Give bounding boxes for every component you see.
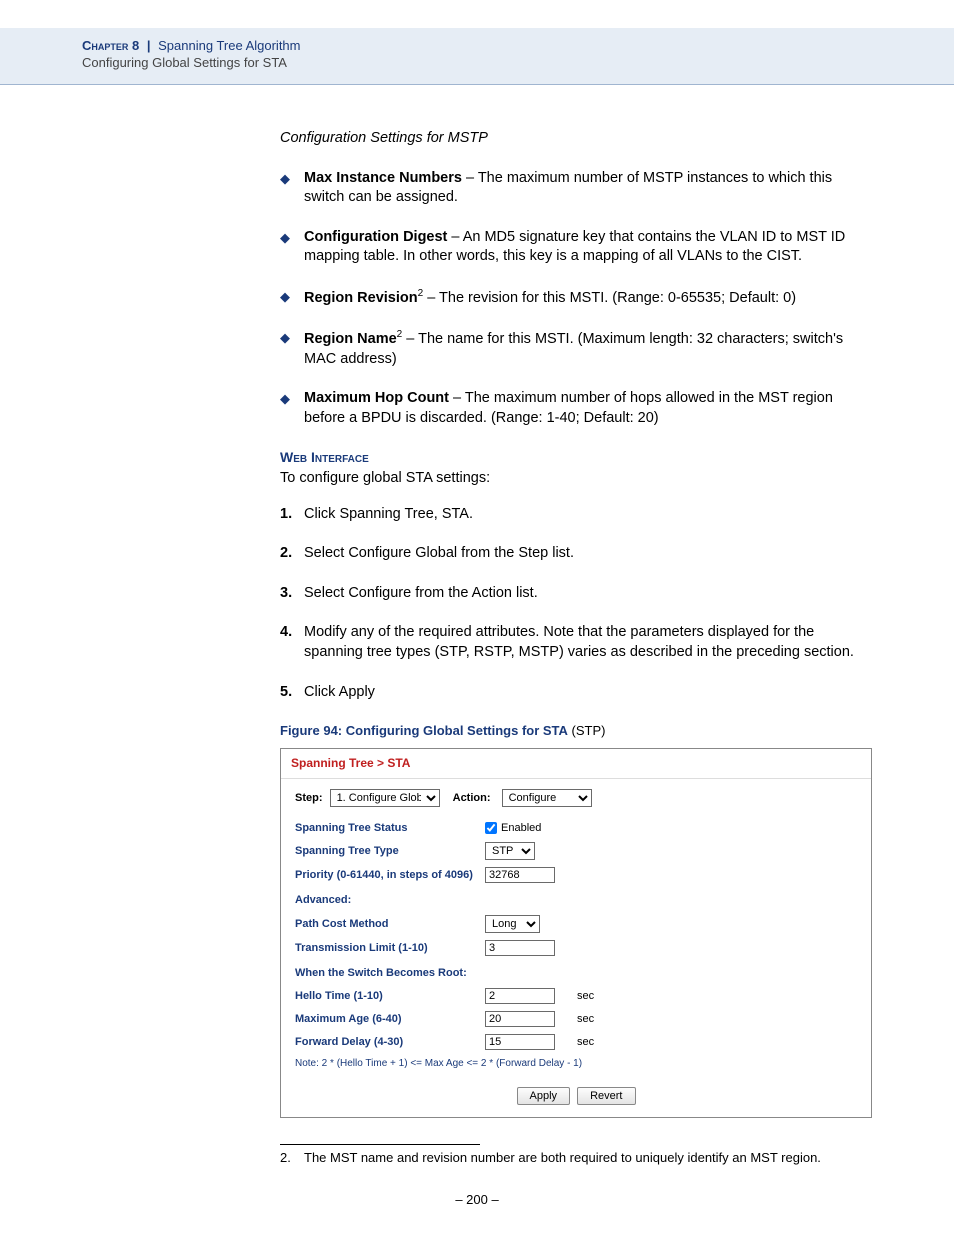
step-item: Click Spanning Tree, STA. xyxy=(280,505,872,525)
bullet-item: Region Name2 – The name for this MSTI. (… xyxy=(280,328,872,369)
apply-button[interactable]: Apply xyxy=(517,1087,571,1105)
status-row: Spanning Tree Status Enabled xyxy=(295,821,857,836)
type-row: Spanning Tree Type STP xyxy=(295,842,857,860)
chapter-label: Chapter 8 xyxy=(82,38,139,53)
figure-label: Figure 94: Configuring Global Settings f… xyxy=(280,723,568,738)
maxage-row: Maximum Age (6-40) sec xyxy=(295,1011,857,1027)
bullet-term: Maximum Hop Count xyxy=(304,390,449,406)
bullet-term: Region Revision xyxy=(304,290,418,306)
tl-input[interactable] xyxy=(485,940,555,956)
step-item: Modify any of the required attributes. N… xyxy=(280,623,872,662)
tl-row: Transmission Limit (1-10) xyxy=(295,940,857,956)
bullet-item: Configuration Digest – An MD5 signature … xyxy=(280,228,872,267)
button-row: Apply Revert xyxy=(295,1087,857,1105)
fwd-label: Forward Delay (4-30) xyxy=(295,1035,485,1050)
status-value: Enabled xyxy=(501,821,541,836)
type-select[interactable]: STP xyxy=(485,842,535,860)
fwd-input[interactable] xyxy=(485,1034,555,1050)
advanced-heading: Advanced: xyxy=(295,893,857,908)
bullet-list: Max Instance Numbers – The maximum numbe… xyxy=(280,169,872,429)
maxage-unit: sec xyxy=(577,1012,594,1027)
pcm-label: Path Cost Method xyxy=(295,917,485,932)
action-label: Action: xyxy=(453,792,491,804)
bullet-item: Maximum Hop Count – The maximum number o… xyxy=(280,389,872,428)
footnote: 2. The MST name and revision number are … xyxy=(280,1149,872,1167)
breadcrumb: Spanning Tree > STA xyxy=(291,756,410,770)
page-content: Configuration Settings for MSTP Max Inst… xyxy=(280,129,872,1166)
page-header: Chapter 8 | Spanning Tree Algorithm Conf… xyxy=(0,28,954,85)
figure-caption: Figure 94: Configuring Global Settings f… xyxy=(280,722,872,740)
priority-row: Priority (0-61440, in steps of 4096) xyxy=(295,867,857,883)
bullet-item: Region Revision2 – The revision for this… xyxy=(280,287,872,308)
footnote-separator xyxy=(280,1144,480,1145)
footnote-number: 2. xyxy=(280,1149,294,1167)
step-item: Click Apply xyxy=(280,683,872,703)
bullet-term: Max Instance Numbers xyxy=(304,170,462,186)
steps-list: Click Spanning Tree, STA. Select Configu… xyxy=(280,505,872,702)
bullet-term: Region Name xyxy=(304,331,397,347)
config-panel: Spanning Tree > STA Step: 1. Configure G… xyxy=(280,748,872,1118)
chapter-subtitle: Configuring Global Settings for STA xyxy=(82,55,954,70)
status-checkbox[interactable] xyxy=(485,822,497,834)
pcm-row: Path Cost Method Long xyxy=(295,915,857,933)
hello-unit: sec xyxy=(577,989,594,1004)
section-title: Configuration Settings for MSTP xyxy=(280,129,872,149)
web-interface-heading: Web Interface xyxy=(280,448,872,467)
status-label: Spanning Tree Status xyxy=(295,821,485,836)
step-action-row: Step: 1. Configure Global Action: Config… xyxy=(295,789,857,807)
revert-button[interactable]: Revert xyxy=(577,1087,635,1105)
step-item: Select Configure from the Action list. xyxy=(280,584,872,604)
page-number: – 200 – xyxy=(0,1192,954,1207)
intro-text: To configure global STA settings: xyxy=(280,469,872,489)
footnote-text: The MST name and revision number are bot… xyxy=(304,1149,821,1167)
priority-input[interactable] xyxy=(485,867,555,883)
bullet-term: Configuration Digest xyxy=(304,229,447,245)
figure-suffix: (STP) xyxy=(568,723,606,738)
panel-note: Note: 2 * (Hello Time + 1) <= Max Age <=… xyxy=(295,1057,857,1071)
maxage-label: Maximum Age (6-40) xyxy=(295,1012,485,1027)
tl-label: Transmission Limit (1-10) xyxy=(295,941,485,956)
bullet-item: Max Instance Numbers – The maximum numbe… xyxy=(280,169,872,208)
hello-input[interactable] xyxy=(485,988,555,1004)
fwd-row: Forward Delay (4-30) sec xyxy=(295,1034,857,1050)
priority-label: Priority (0-61440, in steps of 4096) xyxy=(295,868,485,883)
hello-row: Hello Time (1-10) sec xyxy=(295,988,857,1004)
pcm-select[interactable]: Long xyxy=(485,915,540,933)
step-label: Step: xyxy=(295,792,323,804)
panel-header: Spanning Tree > STA xyxy=(281,749,871,779)
chapter-title: Spanning Tree Algorithm xyxy=(158,38,300,53)
action-select[interactable]: Configure xyxy=(502,789,592,807)
root-heading: When the Switch Becomes Root: xyxy=(295,966,857,981)
step-select[interactable]: 1. Configure Global xyxy=(330,789,440,807)
maxage-input[interactable] xyxy=(485,1011,555,1027)
chapter-separator: | xyxy=(147,38,151,53)
step-item: Select Configure Global from the Step li… xyxy=(280,544,872,564)
type-label: Spanning Tree Type xyxy=(295,844,485,859)
hello-label: Hello Time (1-10) xyxy=(295,989,485,1004)
bullet-desc: – The revision for this MSTI. (Range: 0-… xyxy=(423,290,796,306)
fwd-unit: sec xyxy=(577,1035,594,1050)
